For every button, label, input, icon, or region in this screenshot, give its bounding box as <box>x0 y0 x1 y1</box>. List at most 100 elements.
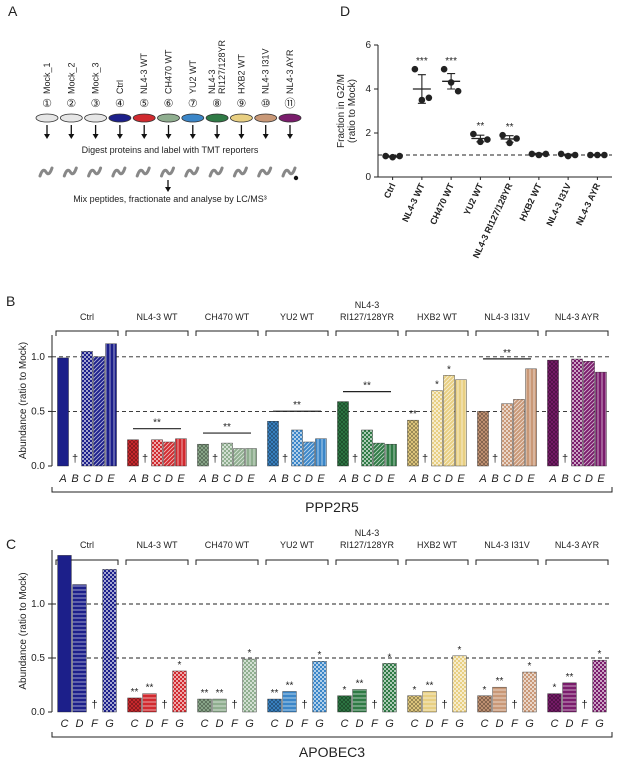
bar <box>102 569 117 713</box>
subgroup-label: D <box>445 473 453 485</box>
subgroup-label: F <box>301 718 309 730</box>
arrow-head <box>116 134 123 139</box>
data-point <box>484 136 491 143</box>
bar <box>105 343 117 467</box>
panel-label: A <box>8 3 18 19</box>
group-label: CH470 WT <box>205 540 250 550</box>
sample-number: ⑨ <box>236 98 246 110</box>
subgroup-label: B <box>281 473 288 485</box>
sample-label: Mock_3 <box>91 62 101 94</box>
bar <box>522 671 537 713</box>
bar <box>407 695 422 713</box>
sample-label: NL4-3 AYR <box>285 49 295 94</box>
missing-marker: † <box>301 699 307 711</box>
bar <box>422 691 437 713</box>
bar <box>57 357 69 467</box>
significance: * <box>458 645 462 656</box>
bar <box>212 698 227 713</box>
subgroup-label: D <box>95 473 103 485</box>
panel-label: B <box>6 293 15 309</box>
bar <box>547 693 562 713</box>
bar <box>303 441 315 467</box>
subgroup-label: D <box>496 718 504 730</box>
subgroup-label: D <box>426 718 434 730</box>
subgroup-label: F <box>231 718 239 730</box>
subgroup-label: A <box>548 473 556 485</box>
x-tick-label: CH470 WT <box>428 181 456 226</box>
subgroup-label: G <box>385 718 394 730</box>
subgroup-label: E <box>317 473 325 485</box>
missing-marker: † <box>511 699 517 711</box>
significance: * <box>178 660 182 671</box>
arrow-head <box>238 134 245 139</box>
missing-marker: † <box>441 699 447 711</box>
bar <box>562 682 577 713</box>
sample-number: ⑪ <box>285 97 296 110</box>
subgroup-label: D <box>76 718 84 730</box>
subgroup-label: A <box>408 473 416 485</box>
subgroup-label: C <box>363 473 371 485</box>
subgroup-label: C <box>61 718 69 730</box>
sample-label: NL4-3 WT <box>139 52 149 94</box>
title-bracket <box>51 732 613 738</box>
y-tick-label: 1.0 <box>31 599 45 610</box>
peptide <box>111 166 127 178</box>
group-bracket <box>545 330 609 336</box>
subgroup-label: A <box>128 473 136 485</box>
subgroup-label: A <box>58 473 66 485</box>
data-point <box>440 65 448 73</box>
subgroup-label: B <box>351 473 358 485</box>
sample-tube <box>181 113 205 123</box>
group-label: HXB2 WT <box>417 540 458 550</box>
subgroup-label: B <box>561 473 568 485</box>
subgroup-label: C <box>83 473 91 485</box>
peptide <box>160 166 175 178</box>
sample-label: HXB2 WT <box>236 53 246 94</box>
bar <box>175 438 187 467</box>
x-tick-label: NL4-3 AYR <box>574 181 602 227</box>
significance: ** <box>201 688 209 699</box>
bar <box>163 441 175 467</box>
bar <box>151 439 163 467</box>
significance: * <box>447 364 451 375</box>
significance: * <box>435 380 439 391</box>
bar <box>443 375 455 467</box>
bar <box>315 438 327 467</box>
bar <box>245 448 257 467</box>
subgroup-label: E <box>457 473 465 485</box>
subgroup-label: A <box>338 473 346 485</box>
bar <box>431 390 443 467</box>
data-point <box>506 139 513 147</box>
significance: ** <box>506 122 514 133</box>
subgroup-label: C <box>503 473 511 485</box>
error-bar <box>564 153 573 157</box>
sample-label: Ctrl <box>115 80 125 94</box>
bar <box>492 686 507 713</box>
missing-marker: † <box>212 453 218 465</box>
group-label: NL4-3 WT <box>136 312 178 322</box>
significance: ** <box>503 348 511 359</box>
sample-label: YU2 WT <box>188 59 198 94</box>
bar <box>291 429 303 467</box>
arrow-head <box>262 134 269 139</box>
subgroup-label: B <box>71 473 78 485</box>
subgroup-label: D <box>235 473 243 485</box>
bar <box>197 443 209 467</box>
y-axis-label: Fraction in G2/M <box>336 74 347 148</box>
group-label: YU2 WT <box>280 312 315 322</box>
peptide <box>257 166 273 178</box>
bar <box>233 448 245 467</box>
sample-number: ④ <box>115 98 125 110</box>
error-bar <box>417 74 426 104</box>
sample-tube <box>254 113 278 123</box>
significance: ** <box>293 400 301 411</box>
sample-tube <box>108 113 132 123</box>
sample-label: NL4-3 <box>207 69 217 94</box>
data-point <box>470 130 477 138</box>
sample-tube <box>132 113 156 123</box>
subgroup-label: E <box>107 473 115 485</box>
missing-marker: † <box>142 453 148 465</box>
group-label: RI127/128YR <box>340 540 395 550</box>
subgroup-label: G <box>525 718 534 730</box>
bar <box>583 361 595 467</box>
